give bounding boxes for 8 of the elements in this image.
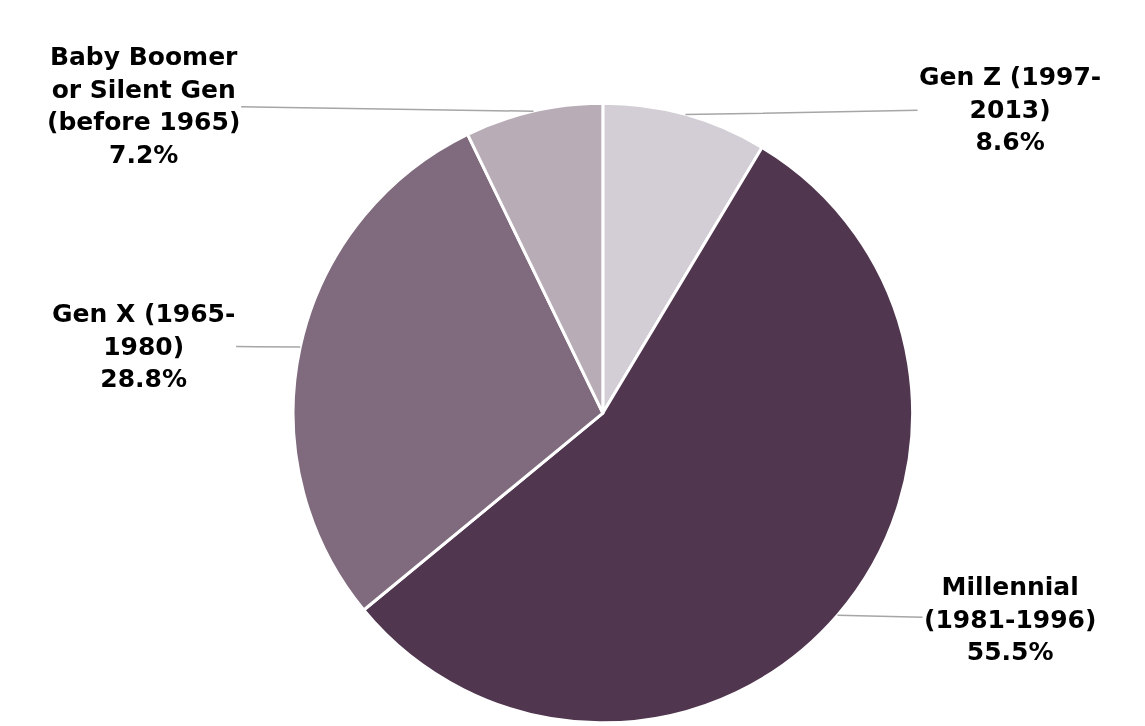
slice-label: Gen X (1965-1980) bbox=[52, 299, 236, 361]
slice-label: Millennial (1981-1996) bbox=[924, 572, 1097, 634]
slice-label: Baby Boomer or Silent Gen (before 1965) bbox=[47, 42, 241, 136]
data-label: 8.6% bbox=[975, 127, 1045, 156]
data-label: 7.2% bbox=[108, 139, 179, 169]
data-label: 28.8% bbox=[100, 364, 188, 393]
data-label: 55.5% bbox=[966, 637, 1054, 666]
slice-label: Gen Z (1997-2013) bbox=[919, 62, 1102, 124]
